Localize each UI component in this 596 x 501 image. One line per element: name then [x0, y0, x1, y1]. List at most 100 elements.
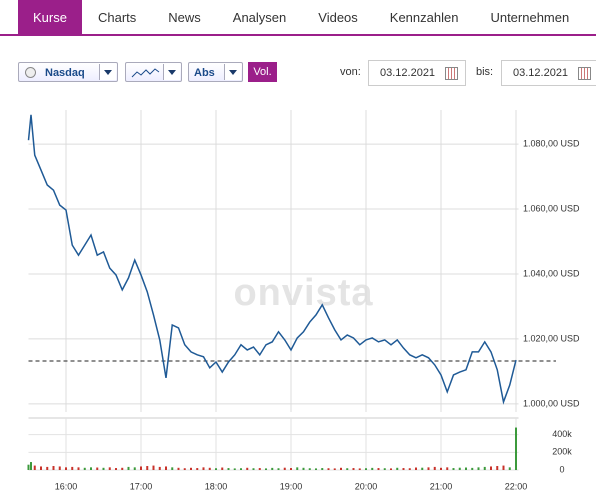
volume-bar	[271, 467, 274, 470]
volume-bar	[165, 466, 167, 470]
volume-bar	[202, 467, 205, 470]
dropdown-arrow	[224, 64, 241, 80]
y-tick-label: 1.080,00 USD	[523, 138, 580, 148]
volume-bar	[496, 466, 499, 470]
x-tick-label: 18:00	[205, 481, 228, 491]
volume-bar	[102, 467, 105, 470]
volume-bar	[352, 468, 355, 470]
to-date[interactable]: 03.12.2021	[501, 60, 596, 86]
volume-bar	[377, 468, 380, 470]
volume-bar	[127, 466, 130, 470]
volume-bar	[108, 467, 111, 470]
from-date-text: 03.12.2021	[380, 67, 436, 79]
x-tick-label: 16:00	[55, 481, 78, 491]
volume-bar	[508, 467, 511, 470]
volume-bar	[365, 468, 367, 470]
volume-bar	[258, 468, 261, 470]
volume-bar	[30, 462, 32, 470]
tab-bar: Kurse Charts News Analysen Videos Kennzahlen U…	[0, 0, 596, 36]
tab[interactable]: News	[168, 10, 201, 25]
volume-bar	[290, 468, 292, 470]
x-tick-label: 21:00	[430, 481, 453, 491]
volume-bar	[115, 468, 117, 470]
volume-bar	[233, 468, 236, 470]
line-icon	[131, 68, 160, 78]
tab[interactable]: Unternehmen	[490, 10, 570, 25]
volume-bar	[408, 468, 411, 470]
tab[interactable]: Analysen	[232, 10, 287, 25]
tab[interactable]: Charts	[97, 10, 137, 25]
volume-bar	[433, 466, 436, 470]
volume-bar	[83, 467, 86, 470]
volume-bar	[446, 467, 449, 470]
quote-type: Abs	[194, 67, 215, 79]
volume-bar	[315, 468, 317, 470]
from-label: von:	[340, 66, 361, 78]
volume-bar	[240, 468, 242, 470]
volume-bar	[158, 466, 161, 470]
volume-bar	[246, 467, 249, 470]
volume-bar	[177, 467, 180, 470]
x-tick-label: 19:00	[280, 481, 303, 491]
volume-bar	[208, 467, 211, 470]
volume-bar	[421, 467, 424, 470]
quote-type-select[interactable]: Abs	[188, 62, 243, 82]
volume-bar	[490, 466, 492, 470]
y-tick-label: 1.020,00 USD	[523, 333, 580, 343]
volume-bar	[471, 467, 474, 470]
volume-bar	[27, 464, 30, 470]
volume-button[interactable]: Vol.	[248, 62, 277, 82]
calendar-icon	[578, 67, 591, 80]
volume-bar	[252, 468, 255, 470]
to-date-text: 03.12.2021	[513, 67, 569, 79]
volume-bar	[96, 467, 99, 470]
volume-bar	[221, 467, 224, 470]
calendar-icon	[445, 67, 458, 80]
volume-bar	[427, 467, 430, 470]
volume-bar	[58, 466, 61, 470]
volume-bar	[321, 468, 324, 470]
y-tick-label: 1.040,00 USD	[523, 268, 580, 278]
x-tick-label: 20:00	[355, 481, 378, 491]
volume-bar	[52, 466, 55, 470]
volume-bar	[458, 467, 461, 470]
volume-bar	[171, 467, 174, 470]
volume-bar	[440, 467, 442, 470]
volume-bar	[302, 467, 305, 470]
volume-bar	[340, 467, 342, 470]
volume-bar	[358, 468, 361, 470]
volume-bar	[121, 467, 124, 470]
exchange-select[interactable]: Nasdaq	[18, 62, 118, 82]
volume-bar	[371, 467, 374, 470]
volume-bar	[383, 468, 386, 470]
volume-bar	[465, 467, 467, 470]
volume-bar	[477, 467, 480, 470]
volume-bar	[502, 465, 505, 470]
from-date[interactable]: 03.12.2021	[368, 60, 466, 86]
x-tick-label: 22:00	[505, 481, 528, 491]
volume-bar	[283, 467, 286, 470]
tab[interactable]: Kurse	[18, 0, 82, 34]
volume-bar	[346, 468, 349, 470]
volume-bar	[65, 467, 67, 470]
tab[interactable]: Videos	[318, 10, 358, 25]
volume-bar	[140, 466, 142, 470]
volume-bar	[152, 465, 155, 470]
volume-bar	[390, 468, 392, 470]
y-tick-label: 1.000,00 USD	[523, 398, 580, 408]
chart-type-select[interactable]	[125, 62, 182, 82]
volume-bar	[196, 468, 199, 470]
x-tick-label: 17:00	[130, 481, 153, 491]
volume-bar	[483, 466, 486, 470]
volume-bar	[90, 467, 92, 470]
volume-bar	[452, 468, 455, 470]
tab[interactable]: Zug	[585, 0, 596, 34]
to-label: bis:	[476, 66, 494, 78]
y-tick-label: 400k	[552, 429, 572, 439]
chart: onvista 1.000,00 USD 1.020,00 USD 1.040,00 …	[27, 110, 580, 491]
tab[interactable]: Kennzahlen	[389, 10, 459, 25]
volume-bar	[133, 467, 136, 470]
volume-bar	[183, 468, 186, 470]
volume-bar	[402, 468, 405, 470]
